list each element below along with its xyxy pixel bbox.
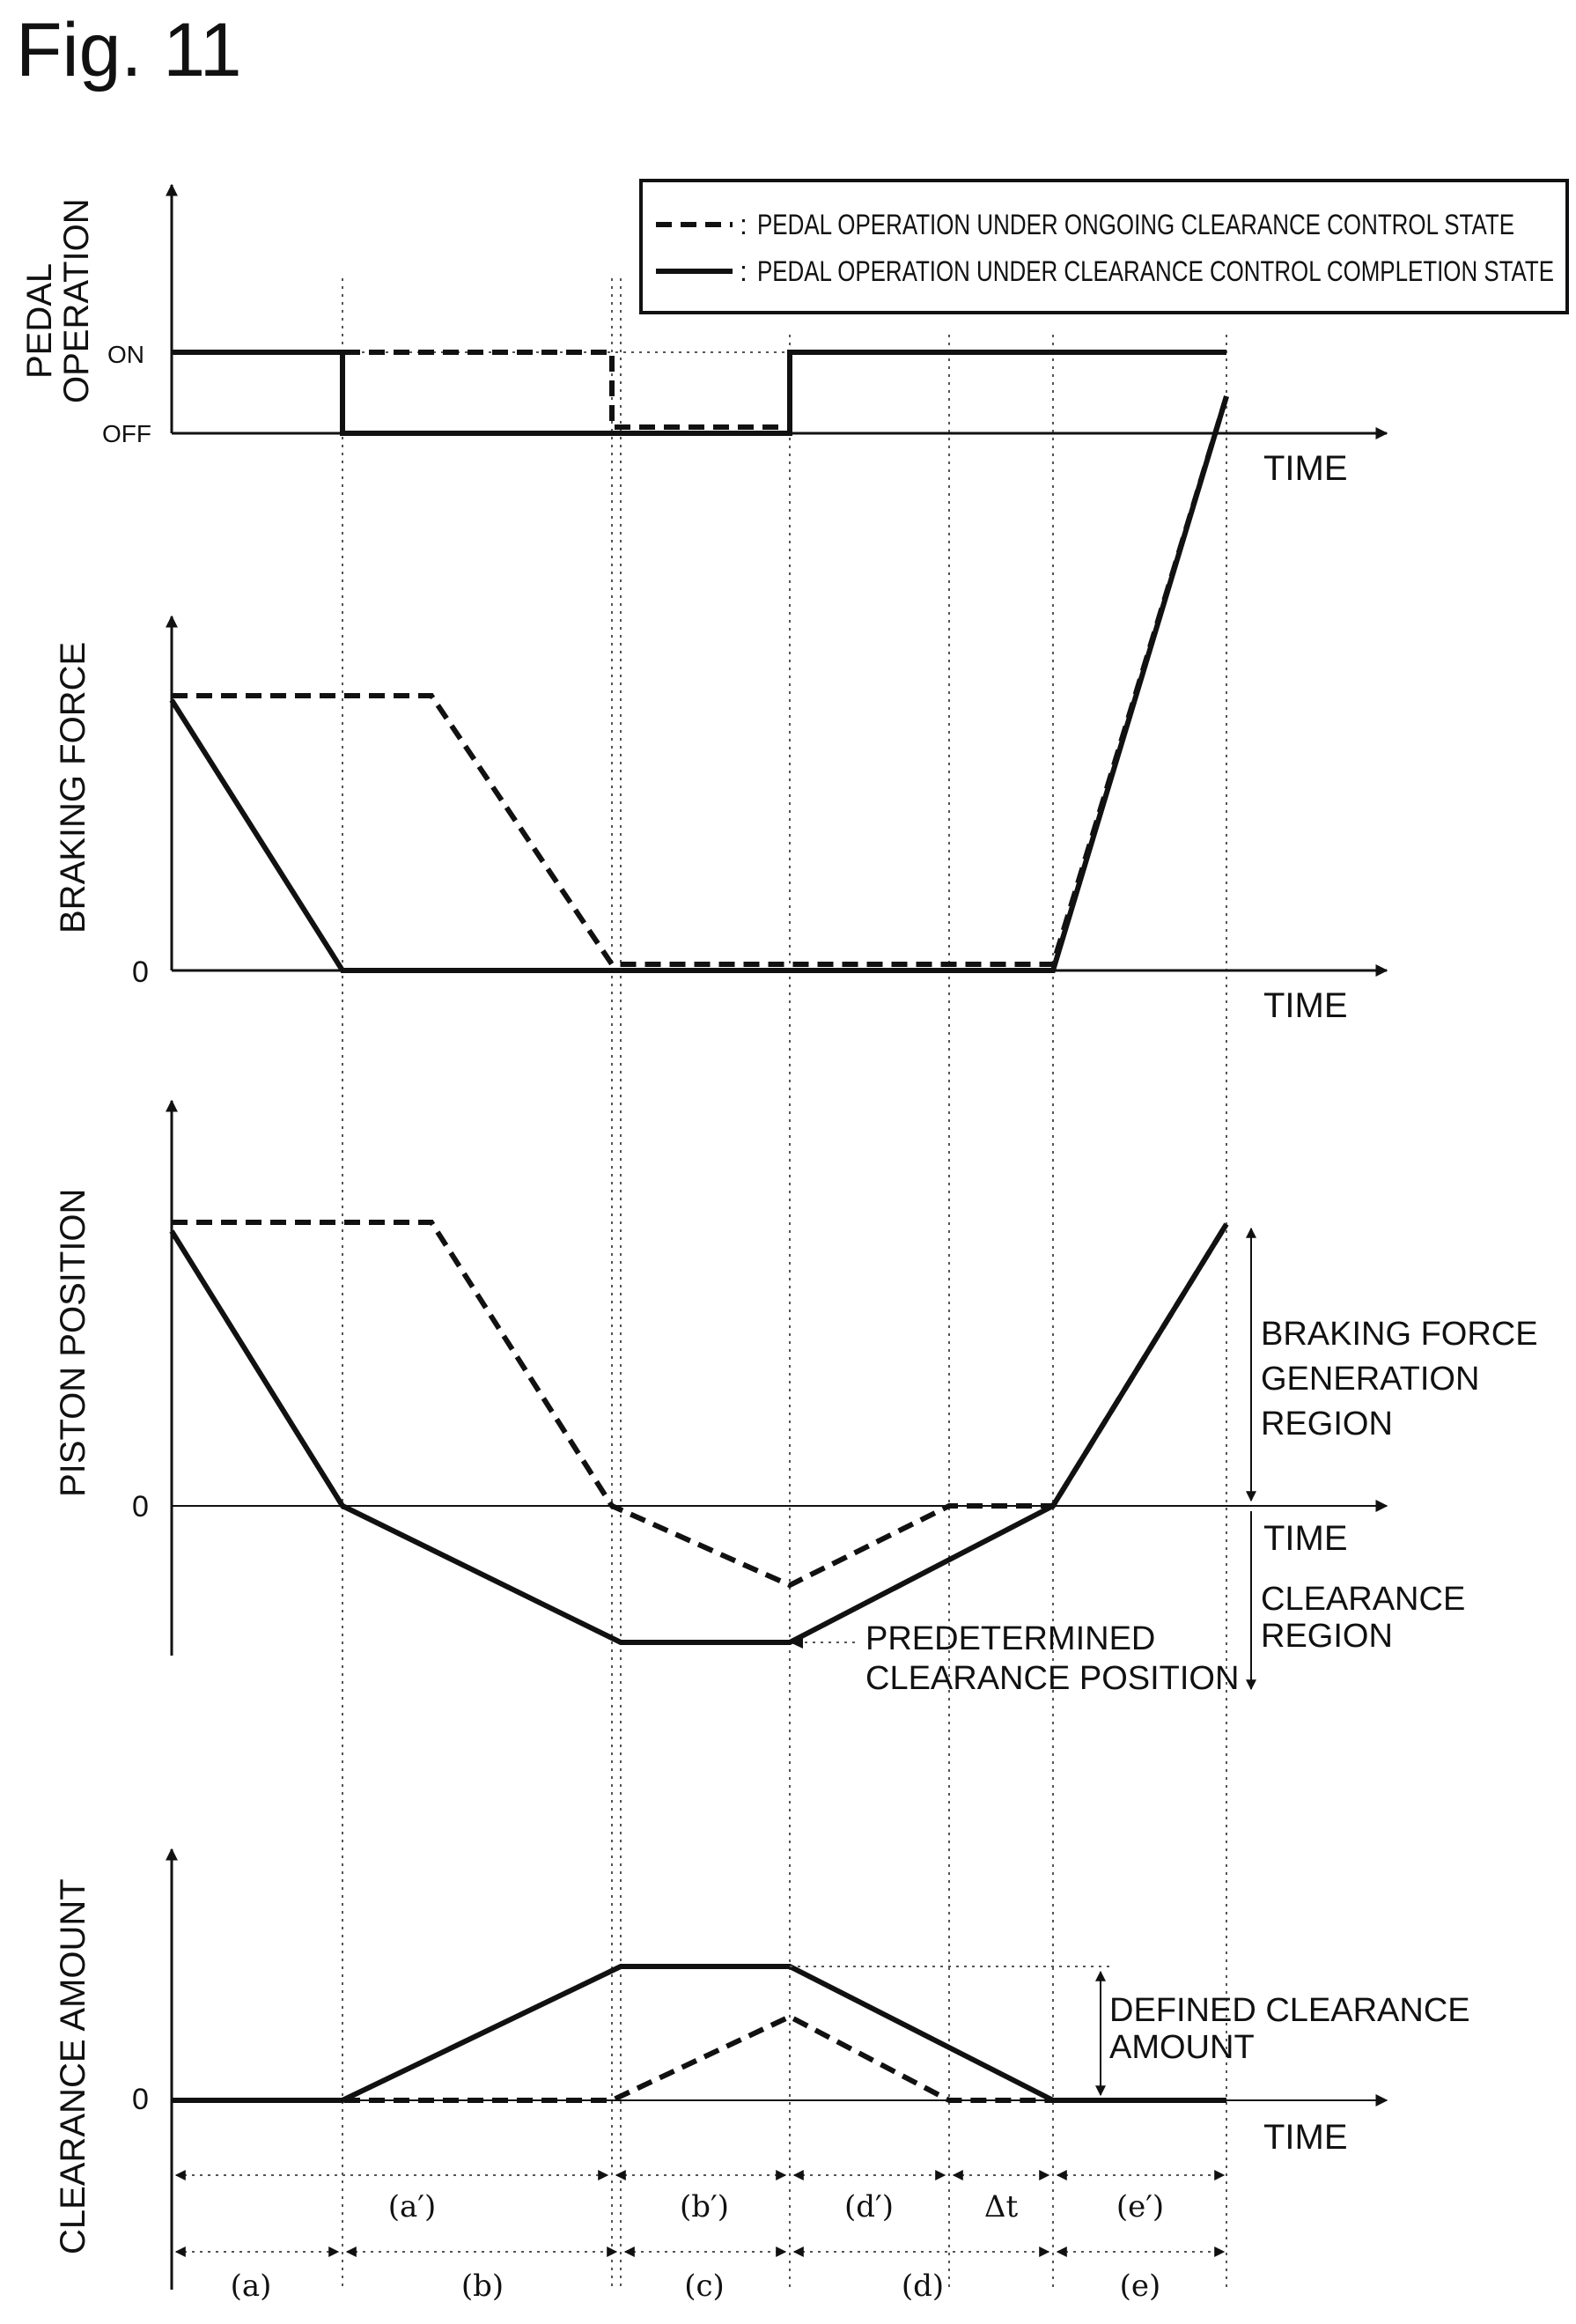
panel-clearance: CLEARANCE AMOUNT 0 TIME DEFINED CLEARANC… [54,1848,1470,2290]
piston-ylabel: PISTON POSITION [54,1189,92,1497]
legend-solid-sep: : [740,255,747,287]
intervals-upper: (a′) (b′) (d′) Δt (e′) [174,2170,1226,2224]
interval-e: (e) [1120,2269,1161,2304]
braking-time-label: TIME [1263,986,1348,1025]
piston-region-upper-2: GENERATION [1261,1361,1479,1398]
piston-solid-trace [169,1222,1229,1645]
pedal-time-label: TIME [1263,449,1348,488]
clearance-time-label: TIME [1263,2118,1348,2157]
braking-zero: 0 [132,955,149,989]
time-guides [342,278,1227,2290]
legend-solid-text: PEDAL OPERATION UNDER CLEARANCE CONTROL … [757,255,1554,287]
interval-a: (a) [231,2269,272,2304]
piston-annotation-1: PREDETERMINED [865,1620,1155,1657]
pedal-off-label: OFF [102,420,151,447]
interval-b: (b) [461,2269,504,2304]
interval-c: (c) [684,2269,725,2304]
pedal-ylabel-line1: PEDAL [20,263,59,379]
piston-zero: 0 [132,1490,149,1524]
piston-region-upper-3: REGION [1261,1405,1393,1442]
braking-solid-trace [169,395,1229,973]
interval-e-prime: (e′) [1116,2189,1164,2224]
intervals-lower: (a) (b) (c) (d) (e) [174,2247,1226,2304]
clearance-zero: 0 [132,2083,149,2116]
clearance-ylabel: CLEARANCE AMOUNT [54,1878,92,2254]
piston-region-lower-2: REGION [1261,1618,1393,1655]
piston-annotation-2: CLEARANCE POSITION [865,1660,1239,1697]
piston-time-label: TIME [1263,1519,1348,1558]
clearance-annotation-2: AMOUNT [1109,2029,1255,2066]
interval-b-prime: (b′) [680,2189,729,2224]
pedal-dashed-trace [172,350,1226,430]
panel-pedal: PEDAL OPERATION ON OFF TIME [20,183,1388,488]
legend: : PEDAL OPERATION UNDER ONGOING CLEARANC… [639,179,1569,314]
panel-braking: BRAKING FORCE 0 TIME [54,395,1388,1025]
pedal-ylabel-line2: OPERATION [57,198,96,403]
legend-dashed-sep: : [740,209,747,240]
piston-annotation-arrowhead [790,1636,803,1649]
interval-d-prime: (d′) [844,2189,894,2224]
piston-region-upper-1: BRAKING FORCE [1261,1316,1538,1353]
pedal-solid-trace [172,350,1226,436]
braking-dashed-trace [172,395,1229,967]
piston-dashed-trace [172,1220,1229,1589]
clearance-solid-trace [172,1964,1226,2103]
legend-box [639,179,1569,314]
interval-delta-t: Δt [984,2189,1019,2224]
panel-piston: PISTON POSITION 0 TIME BRAKING FORCE GEN… [54,1099,1538,1697]
interval-a-prime: (a′) [388,2189,437,2224]
clearance-dashed-trace [172,2013,1226,2103]
legend-dashed-text: PEDAL OPERATION UNDER ONGOING CLEARANCE … [757,209,1514,240]
clearance-annotation-1: DEFINED CLEARANCE [1109,1992,1470,2029]
figure-title: Fig. 11 [16,8,242,92]
piston-region-lower-1: CLEARANCE [1261,1581,1465,1618]
pedal-on-label: ON [107,341,144,368]
braking-ylabel: BRAKING FORCE [54,642,92,933]
interval-d: (d) [902,2269,944,2304]
